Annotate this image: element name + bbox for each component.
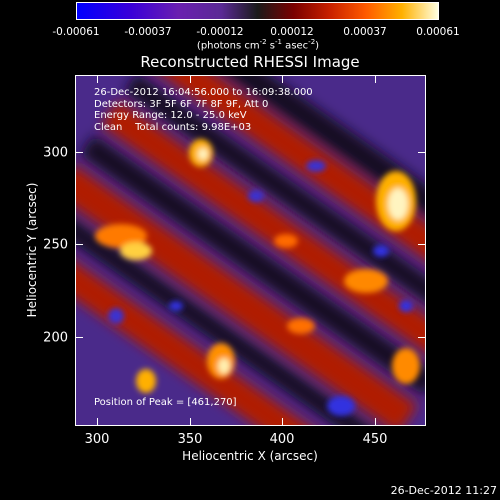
x-tick-label: 300 — [84, 432, 110, 447]
rhessi-image — [75, 75, 426, 426]
plot-timestamp: 26-Dec-2012 11:27 — [390, 484, 497, 497]
x-axis-label: Heliocentric X (arcsec) — [182, 449, 318, 463]
x-tick-mark — [190, 75, 191, 83]
y-tick-mark — [418, 337, 426, 338]
colorbar-tick-label: -0.00012 — [196, 26, 244, 38]
colorbar-units: (photons cm-2 s-1 asec-2) — [196, 38, 320, 52]
info-clean-counts: Clean Total counts: 9.98E+03 — [94, 121, 252, 133]
x-tick-mark — [97, 418, 98, 426]
y-tick-mark — [418, 152, 426, 153]
colorbar-tick-label: -0.00061 — [52, 26, 100, 38]
x-tick-mark — [375, 75, 376, 83]
colorbar-tick-label: 0.00012 — [270, 26, 314, 38]
colorbar-tick-label: -0.00037 — [124, 26, 172, 38]
y-tick-mark — [418, 244, 426, 245]
x-tick-label: 400 — [269, 432, 295, 447]
colorbar-tick-label: 0.00037 — [343, 26, 387, 38]
x-tick-label: 450 — [362, 432, 388, 447]
plot-title: Reconstructed RHESSI Image — [140, 53, 360, 71]
x-tick-mark — [282, 418, 283, 426]
info-time-range: 26-Dec-2012 16:04:56.000 to 16:09:38.000 — [94, 87, 313, 98]
colorbar — [76, 2, 439, 20]
observation-info: 26-Dec-2012 16:04:56.000 to 16:09:38.000… — [94, 87, 313, 133]
y-tick-label: 250 — [43, 237, 68, 253]
info-energy-range: Energy Range: 12.0 - 25.0 keV — [94, 110, 247, 121]
info-detectors: Detectors: 3F 5F 6F 7F 8F 9F, Att 0 — [94, 98, 269, 110]
image-heatmap — [76, 76, 425, 425]
peak-position: Position of Peak = [461,270] — [94, 397, 237, 408]
x-tick-mark — [97, 75, 98, 83]
y-tick-mark — [75, 244, 83, 245]
y-tick-label: 200 — [43, 330, 68, 346]
x-tick-label: 350 — [177, 432, 203, 447]
x-tick-mark — [375, 418, 376, 426]
y-axis-label: Heliocentric Y (arcsec) — [25, 182, 39, 318]
x-tick-mark — [190, 418, 191, 426]
y-tick-mark — [75, 152, 83, 153]
colorbar-tick-label: 0.00061 — [416, 26, 460, 38]
y-tick-mark — [75, 337, 83, 338]
y-tick-label: 300 — [43, 145, 68, 161]
x-tick-mark — [282, 75, 283, 83]
